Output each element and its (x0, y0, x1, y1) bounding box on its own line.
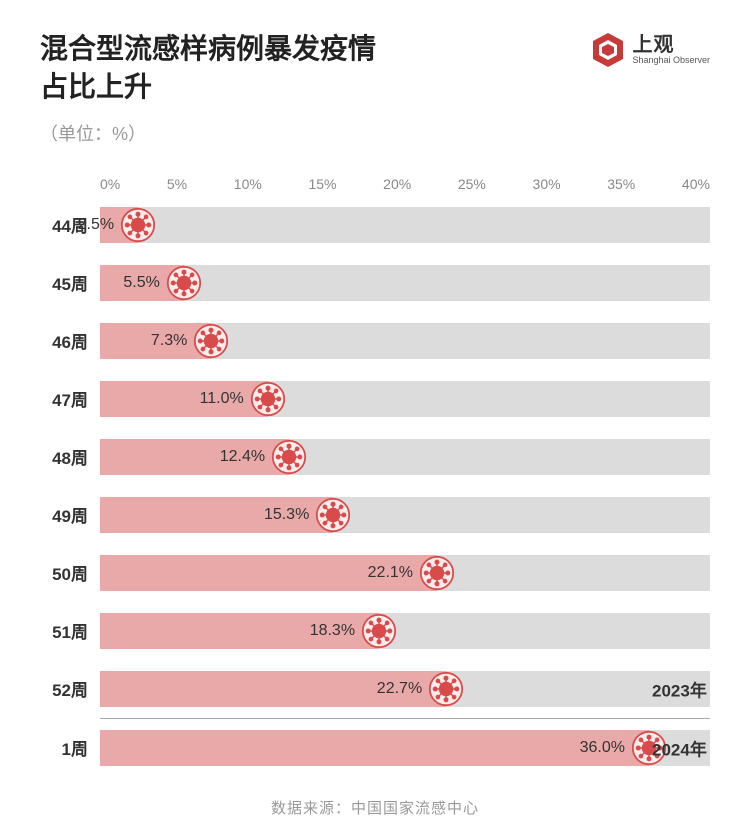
row-label: 52周 (40, 676, 100, 701)
virus-icon (428, 671, 464, 707)
bar-track: 11.0% (100, 381, 710, 417)
chart-subtitle: （单位：%） (40, 120, 376, 146)
bar-track: 7.3% (100, 323, 710, 359)
data-source: 数据来源：中国国家流感中心 (40, 797, 710, 818)
bar-value: 36.0% (580, 739, 625, 757)
bar-row: 48周 12.4% (40, 434, 710, 480)
bar-value: 15.3% (264, 506, 309, 524)
bar-track: 18.3% (100, 613, 710, 649)
virus-icon (120, 207, 156, 243)
bar-row: 50周 22.1% (40, 550, 710, 596)
shanghai-observer-icon (590, 32, 626, 68)
row-label: 46周 (40, 328, 100, 353)
bar-row: 49周 15.3% (40, 492, 710, 538)
x-axis-tick: 5% (167, 176, 187, 192)
bar-value: 22.1% (368, 564, 413, 582)
bar-value: 18.3% (310, 622, 355, 640)
logo-text-en: Shanghai Observer (632, 56, 710, 66)
title-line1: 混合型流感样病例暴发疫情 (40, 33, 376, 64)
x-axis-tick: 0% (100, 176, 120, 192)
virus-icon (361, 613, 397, 649)
bar-track: 2.5% (100, 207, 710, 243)
bar-fill (100, 730, 649, 766)
virus-icon (166, 265, 202, 301)
row-label: 1周 (40, 735, 100, 760)
x-axis-tick: 20% (383, 176, 411, 192)
virus-icon (271, 439, 307, 475)
bar-row: 52周 22.7% 2023年 (40, 666, 710, 712)
x-axis-tick: 15% (308, 176, 336, 192)
x-axis-tick: 25% (458, 176, 486, 192)
x-axis-tick: 40% (682, 176, 710, 192)
row-label: 48周 (40, 444, 100, 469)
bar-row: 51周 18.3% (40, 608, 710, 654)
row-label: 51周 (40, 618, 100, 643)
chart-title: 混合型流感样病例暴发疫情 占比上升 (40, 30, 376, 106)
bar-value: 2.5% (78, 216, 114, 234)
row-label: 50周 (40, 560, 100, 585)
year-separator (100, 718, 710, 719)
virus-icon (193, 323, 229, 359)
bar-track: 5.5% (100, 265, 710, 301)
logo-text-cn: 上观 (632, 34, 710, 56)
bar-track: 15.3% (100, 497, 710, 533)
virus-icon (250, 381, 286, 417)
x-axis: 0% 5% 10% 15% 20% 25% 30% 35% 40% (40, 176, 710, 192)
x-axis-tick: 35% (607, 176, 635, 192)
bar-row: 44周2.5% (40, 202, 710, 248)
bar-value: 12.4% (220, 448, 265, 466)
x-axis-tick: 10% (234, 176, 262, 192)
virus-icon (419, 555, 455, 591)
brand-logo: 上观 Shanghai Observer (590, 32, 710, 68)
row-label: 45周 (40, 270, 100, 295)
year-label: 2023年 (644, 676, 712, 701)
x-axis-tick: 30% (533, 176, 561, 192)
title-line2: 占比上升 (40, 71, 152, 102)
row-label: 49周 (40, 502, 100, 527)
bar-row: 46周 7.3% (40, 318, 710, 364)
bar-chart: 0% 5% 10% 15% 20% 25% 30% 35% 40% 44周2.5% 45周 5.5… (40, 176, 710, 771)
bar-track: 22.7% (100, 671, 710, 707)
title-block: 混合型流感样病例暴发疫情 占比上升 （单位：%） (40, 30, 376, 146)
bar-value: 22.7% (377, 680, 422, 698)
bar-track: 36.0% (100, 730, 710, 766)
bar-value: 7.3% (151, 332, 187, 350)
row-label: 47周 (40, 386, 100, 411)
bar-row: 45周 5.5% (40, 260, 710, 306)
bar-value: 5.5% (123, 274, 159, 292)
bar-track: 22.1% (100, 555, 710, 591)
bar-row: 1周 36.0% 2024年 (40, 725, 710, 771)
virus-icon (315, 497, 351, 533)
bar-value: 11.0% (200, 390, 244, 408)
bar-row: 47周 11.0% (40, 376, 710, 422)
bar-track: 12.4% (100, 439, 710, 475)
year-label: 2024年 (644, 735, 712, 760)
